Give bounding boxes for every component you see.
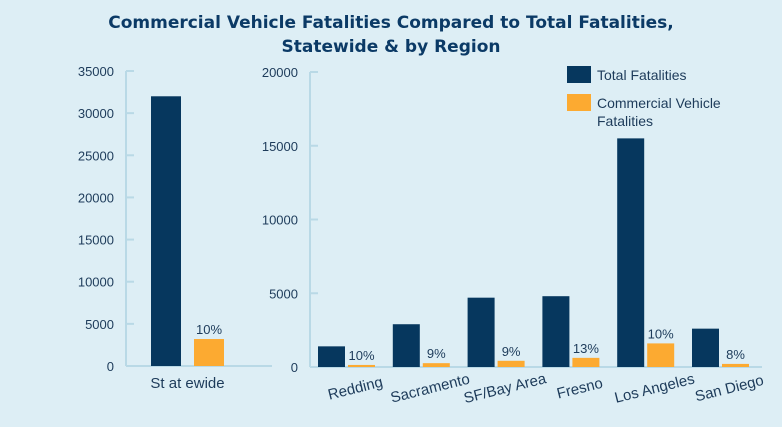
y-tick-label: 0 — [291, 360, 298, 375]
legend-swatch-commercial — [567, 94, 591, 111]
bar-total — [617, 138, 645, 367]
y-tick-label: 0 — [107, 359, 114, 374]
y-tick-label: 5000 — [85, 317, 114, 332]
statewide-plot: 0 5000 10000 15000 20000 25000 30000 35000 10% St… — [78, 64, 272, 392]
legend-label-total: Total Fatalities — [597, 67, 686, 83]
legend: Total Fatalities Commercial Vehicle Fata… — [567, 66, 721, 129]
y-tick-label: 15000 — [262, 139, 298, 154]
bar-total — [151, 96, 181, 367]
data-label: 10% — [348, 348, 374, 363]
bar-total — [467, 297, 495, 367]
data-label: 10% — [196, 322, 222, 337]
legend-label-commercial-2: Fatalities — [597, 113, 653, 129]
bar-commercial — [497, 360, 525, 367]
data-label: 9% — [502, 344, 521, 359]
chart-title-line-1: Commercial Vehicle Fatalities Compared t… — [108, 13, 674, 33]
y-tick-label: 25000 — [78, 148, 114, 163]
data-label: 10% — [648, 326, 674, 341]
bar-commercial — [422, 363, 450, 367]
bar-total — [542, 296, 570, 367]
legend-swatch-total — [567, 66, 591, 83]
chart-title-line-2: Statewide & by Region — [282, 37, 501, 57]
x-tick-label: San Diego — [693, 372, 765, 405]
bar-commercial — [572, 357, 600, 367]
data-label: 13% — [573, 341, 599, 356]
bar-total — [318, 346, 345, 367]
data-label: 9% — [427, 346, 446, 361]
y-tick-label: 10000 — [78, 275, 114, 290]
data-label: 8% — [726, 347, 745, 362]
y-tick-label: 10000 — [262, 213, 298, 228]
y-tick-label: 15000 — [78, 233, 114, 248]
x-tick-label: Fresno — [555, 375, 604, 403]
bar-total — [392, 324, 420, 367]
bar-commercial — [722, 363, 749, 367]
y-tick-label: 20000 — [262, 65, 298, 80]
x-tick-label: Los Angeles — [613, 370, 696, 406]
bar-commercial — [194, 339, 224, 366]
x-tick-label: Redding — [326, 374, 384, 404]
y-tick-label: 20000 — [78, 190, 114, 205]
bar-commercial — [647, 343, 675, 367]
x-tick-label: Sacramento — [389, 371, 472, 407]
y-tick-label: 30000 — [78, 106, 114, 121]
y-tick-label: 35000 — [78, 64, 114, 79]
bar-total — [692, 328, 719, 367]
bar-commercial — [348, 364, 375, 367]
legend-label-commercial-1: Commercial Vehicle — [597, 95, 721, 111]
x-tick-label: St at ewide — [150, 375, 224, 392]
x-tick-label: SF/Bay Area — [462, 370, 548, 407]
regional-plot: 0 5000 10000 15000 20000 10% Redding 9% Sacramen… — [262, 65, 766, 407]
y-tick-label: 5000 — [269, 286, 298, 301]
